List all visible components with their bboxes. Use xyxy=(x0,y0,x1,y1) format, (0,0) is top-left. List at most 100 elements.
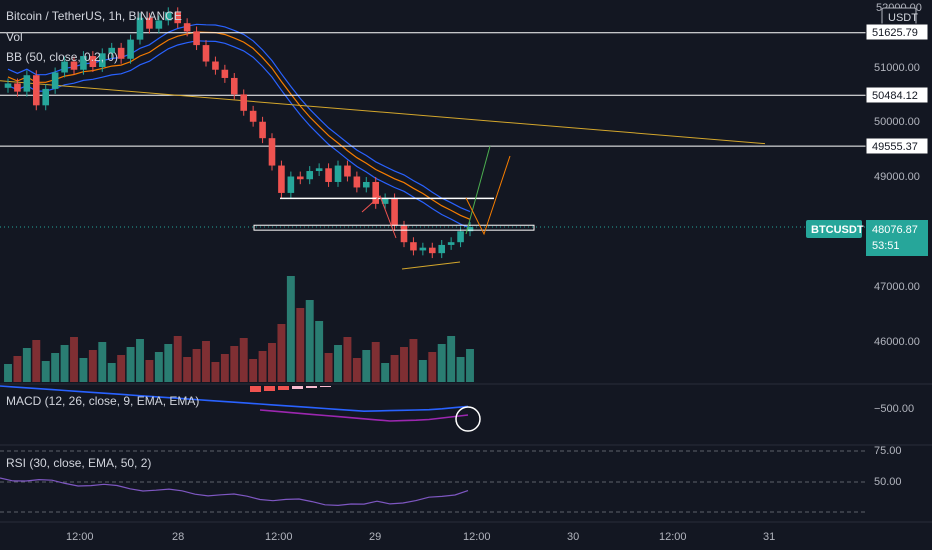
candle-body xyxy=(372,181,380,204)
candle-body xyxy=(155,20,163,29)
macd-histogram-bar xyxy=(292,386,303,389)
volume-bar xyxy=(239,338,248,382)
projection-green xyxy=(465,145,491,235)
price-tick-49000: 49000.00 xyxy=(874,171,920,183)
volume-bar xyxy=(466,349,474,382)
candle-body xyxy=(42,88,50,106)
candle-body xyxy=(447,242,455,245)
symbol-title[interactable]: Bitcoin / TetherUS, 1h, BINANCE xyxy=(6,9,182,23)
volume-bar xyxy=(145,360,154,382)
volume-bar xyxy=(296,308,305,382)
volume-bar xyxy=(447,336,456,382)
volume-bar xyxy=(334,345,342,382)
price-axis[interactable]: 52000.00 USDT 51625.79 51000.00 50484.12… xyxy=(806,2,929,348)
volume-bar xyxy=(268,343,276,382)
candle-body xyxy=(428,247,436,254)
volume-bar xyxy=(362,350,371,382)
candle-body xyxy=(221,69,229,78)
current-price-tag xyxy=(866,220,928,256)
time-tick-3: 12:00 xyxy=(265,531,293,543)
macd-legend[interactable]: MACD (12, 26, close, 9, EMA, EMA) xyxy=(6,394,199,408)
candle-body xyxy=(146,17,153,29)
volume-bar xyxy=(70,337,78,382)
volume-bar xyxy=(136,339,144,382)
volume-bar xyxy=(456,357,465,382)
volume-bar xyxy=(230,346,239,382)
candle-body xyxy=(70,61,78,70)
price-tick-47000: 47000.00 xyxy=(874,281,920,293)
candle-body xyxy=(98,53,106,67)
macd-histogram-bar xyxy=(264,386,275,391)
candle-body xyxy=(212,61,219,70)
volume-bar xyxy=(22,348,31,382)
candle-body xyxy=(164,12,172,21)
candle-body xyxy=(23,75,31,92)
vol-legend[interactable]: Vol xyxy=(6,30,23,44)
horizontal-levels xyxy=(0,32,866,228)
time-axis[interactable]: 12:00 28 12:00 29 12:00 30 12:00 31 xyxy=(66,531,775,543)
candle-body xyxy=(344,165,351,177)
candle-body xyxy=(268,138,276,166)
macd-histogram-bar xyxy=(320,386,331,387)
rsi-tick-75: 75.00 xyxy=(874,445,902,457)
candle-body xyxy=(51,72,59,89)
volume-bar xyxy=(277,324,286,382)
volume-bar xyxy=(154,352,163,382)
volume-bar xyxy=(126,347,135,382)
volume-bar xyxy=(32,340,41,382)
volume-bar xyxy=(249,359,258,382)
rsi-legend[interactable]: RSI (30, close, EMA, 50, 2) xyxy=(6,456,151,470)
volume-bar xyxy=(202,341,210,382)
macd-histogram-bar xyxy=(278,386,289,390)
macd-cross-highlight xyxy=(455,406,481,432)
candle-body xyxy=(391,198,398,226)
macd-panel xyxy=(0,385,481,432)
candle-body xyxy=(174,12,182,24)
volume-bar xyxy=(164,344,173,382)
candle-body xyxy=(61,61,68,73)
bb-legend[interactable]: BB (50, close, 0.2, 0) xyxy=(6,50,118,64)
candle-body xyxy=(136,17,144,40)
rsi-line xyxy=(0,477,469,507)
candle-body xyxy=(438,244,446,254)
price-tick-46000: 46000.00 xyxy=(874,336,920,348)
volume-bar xyxy=(324,353,333,382)
candle-body xyxy=(230,77,238,95)
macd-histogram-bar xyxy=(306,386,317,388)
bb-lower-line xyxy=(7,40,471,229)
time-tick-1: 12:00 xyxy=(66,531,94,543)
volume-bar xyxy=(107,363,116,382)
candle-body xyxy=(334,165,342,182)
macd-line xyxy=(0,385,469,413)
macd-signal-line xyxy=(259,409,469,422)
low-trend-line xyxy=(401,261,461,270)
current-symbol-tag[interactable] xyxy=(806,220,862,238)
candle-body xyxy=(457,231,464,243)
candle-body xyxy=(202,45,210,62)
price-tick-50000: 50000.00 xyxy=(874,116,920,128)
volume-bars xyxy=(4,276,474,382)
trend-line xyxy=(0,80,766,145)
current-price-label: 48076.87 xyxy=(872,224,918,236)
time-tick-6: 30 xyxy=(567,531,579,543)
candle-body xyxy=(400,225,408,243)
candle-body xyxy=(362,181,370,188)
level-tag-1: 51625.79 xyxy=(872,27,918,39)
candle-body xyxy=(353,176,361,188)
time-tick-5: 12:00 xyxy=(463,531,491,543)
drawings xyxy=(253,145,535,270)
candle-body xyxy=(306,171,314,180)
candle-body xyxy=(117,47,125,59)
volume-bar xyxy=(79,358,88,382)
time-tick-2: 28 xyxy=(172,531,184,543)
volume-bar xyxy=(183,357,192,382)
volume-bar xyxy=(390,355,399,382)
candle-body xyxy=(108,47,116,54)
volume-bar xyxy=(117,355,126,382)
candle-body xyxy=(249,110,257,122)
current-symbol-label: BTCUSDT xyxy=(811,224,864,236)
volume-bar xyxy=(418,360,427,382)
volume-bar xyxy=(371,342,380,382)
candle-body xyxy=(259,121,266,139)
